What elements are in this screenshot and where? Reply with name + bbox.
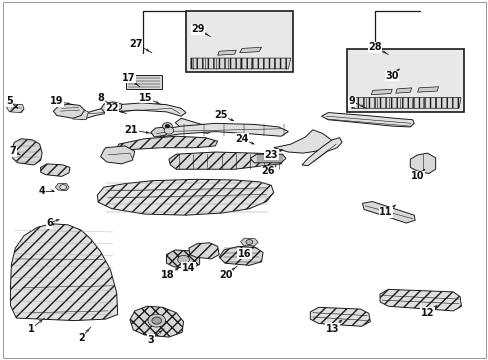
Polygon shape [10, 224, 118, 320]
Text: 24: 24 [235, 134, 248, 144]
Polygon shape [130, 306, 183, 337]
Bar [126, 75, 161, 89]
Text: 22: 22 [105, 103, 119, 113]
Polygon shape [55, 184, 69, 191]
Polygon shape [395, 88, 411, 93]
Polygon shape [190, 58, 290, 69]
Polygon shape [175, 118, 212, 134]
Text: 5: 5 [6, 96, 13, 106]
Text: 16: 16 [237, 248, 251, 258]
Text: 28: 28 [367, 42, 381, 52]
Text: 8: 8 [97, 93, 104, 103]
Bar [346, 49, 463, 112]
Text: 1: 1 [27, 324, 34, 334]
Text: 2: 2 [78, 333, 84, 343]
Circle shape [162, 123, 172, 130]
Text: 25: 25 [214, 111, 227, 121]
Polygon shape [219, 246, 263, 265]
Polygon shape [239, 47, 261, 53]
Polygon shape [41, 164, 70, 176]
Text: 14: 14 [182, 263, 195, 273]
Polygon shape [79, 103, 185, 120]
Text: 20: 20 [219, 270, 232, 280]
Text: 17: 17 [122, 73, 135, 83]
Polygon shape [73, 109, 88, 120]
Circle shape [152, 317, 161, 324]
Polygon shape [273, 130, 331, 153]
Text: 10: 10 [410, 171, 424, 181]
Text: 12: 12 [420, 308, 433, 318]
Polygon shape [166, 250, 199, 269]
Bar [185, 12, 293, 72]
Text: 23: 23 [264, 150, 278, 160]
Circle shape [177, 255, 189, 264]
Text: 21: 21 [124, 125, 138, 135]
Circle shape [245, 239, 252, 244]
Polygon shape [409, 153, 435, 174]
Circle shape [164, 125, 169, 128]
Text: 15: 15 [139, 93, 152, 103]
Polygon shape [321, 113, 413, 127]
Circle shape [148, 314, 165, 327]
Text: 18: 18 [161, 270, 174, 280]
Polygon shape [310, 307, 369, 326]
Polygon shape [11, 139, 42, 165]
Polygon shape [101, 146, 135, 164]
Text: 19: 19 [50, 96, 63, 106]
Text: 9: 9 [347, 96, 354, 106]
Text: 3: 3 [147, 334, 154, 345]
Polygon shape [188, 243, 219, 259]
Text: 29: 29 [191, 24, 204, 35]
Polygon shape [379, 289, 461, 311]
Polygon shape [168, 152, 283, 169]
Polygon shape [240, 238, 258, 246]
Text: 13: 13 [325, 324, 338, 334]
Polygon shape [250, 154, 285, 163]
Polygon shape [53, 104, 84, 118]
Polygon shape [370, 89, 391, 95]
Text: 7: 7 [9, 146, 16, 156]
Text: 6: 6 [46, 218, 53, 228]
Text: 11: 11 [378, 207, 392, 217]
Polygon shape [302, 138, 341, 166]
Text: 26: 26 [261, 166, 274, 176]
Polygon shape [6, 104, 24, 113]
Text: 4: 4 [39, 186, 45, 196]
Text: 30: 30 [384, 71, 398, 81]
Polygon shape [362, 202, 414, 223]
Circle shape [163, 127, 173, 134]
Polygon shape [118, 136, 217, 149]
Polygon shape [151, 127, 170, 137]
Polygon shape [154, 123, 288, 137]
Polygon shape [351, 98, 460, 108]
Polygon shape [97, 179, 273, 215]
Text: 27: 27 [129, 39, 142, 49]
Circle shape [60, 185, 66, 190]
Polygon shape [101, 102, 122, 114]
Polygon shape [217, 50, 236, 55]
Polygon shape [417, 87, 438, 92]
